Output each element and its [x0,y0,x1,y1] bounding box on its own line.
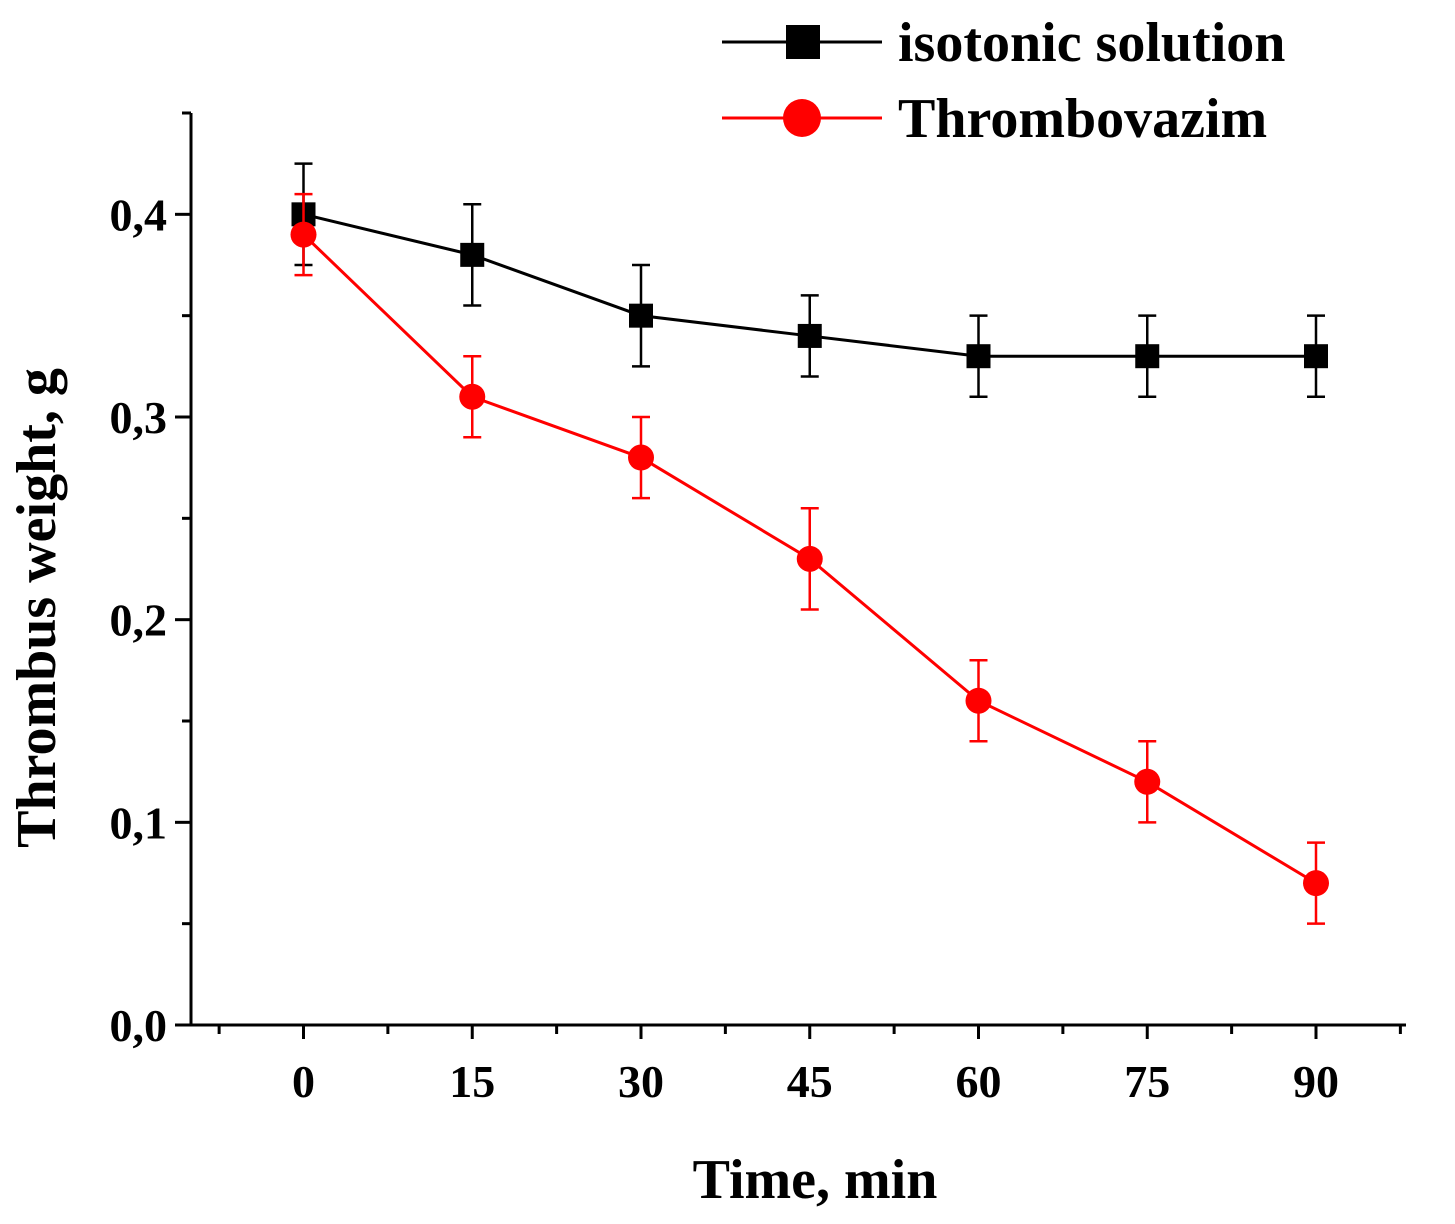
data-point [1134,768,1161,795]
x-tick-label: 90 [1293,1056,1339,1107]
y-tick-label: 0,4 [110,189,168,240]
series-1 [291,162,1328,398]
data-point [290,221,317,248]
y-axis-label: Thrombus weight, g [6,368,68,848]
x-tick-label: 75 [1124,1056,1170,1107]
x-tick-label: 30 [618,1056,664,1107]
data-point [629,303,653,328]
y-tick-label: 0,1 [110,797,168,848]
legend: isotonic solution Thrombovazim [722,12,1285,150]
x-tick-label: 0 [292,1056,315,1107]
data-point [1304,344,1328,369]
axes: 0 15 30 45 60 75 90 0,0 0,1 0,2 0,3 0,4 [110,111,1406,1107]
x-tick-label: 45 [787,1056,833,1107]
data-point [1303,870,1329,897]
data-point [460,242,485,267]
data-point [965,687,992,714]
data-point [797,323,822,348]
data-point [796,545,823,572]
legend-entry-2: Thrombovazim [722,88,1267,150]
legend-marker [786,25,820,59]
y-tick-label: 0,3 [110,392,168,443]
x-axis-label: Time, min [693,1149,938,1211]
legend-entry-1: isotonic solution [722,12,1285,74]
data-point [459,383,486,410]
x-tick-label: 15 [449,1056,495,1107]
series-2 [290,192,1329,925]
y-tick-label: 0,0 [110,1000,168,1051]
x-tick-label: 60 [956,1056,1002,1107]
legend-label: Thrombovazim [898,88,1267,150]
legend-marker [783,99,821,137]
y-tick-label: 0,2 [110,595,168,646]
data-point [1135,344,1160,369]
series-layer [290,162,1329,925]
legend-label: isotonic solution [898,12,1285,74]
data-point [628,444,654,471]
data-point [966,344,991,369]
